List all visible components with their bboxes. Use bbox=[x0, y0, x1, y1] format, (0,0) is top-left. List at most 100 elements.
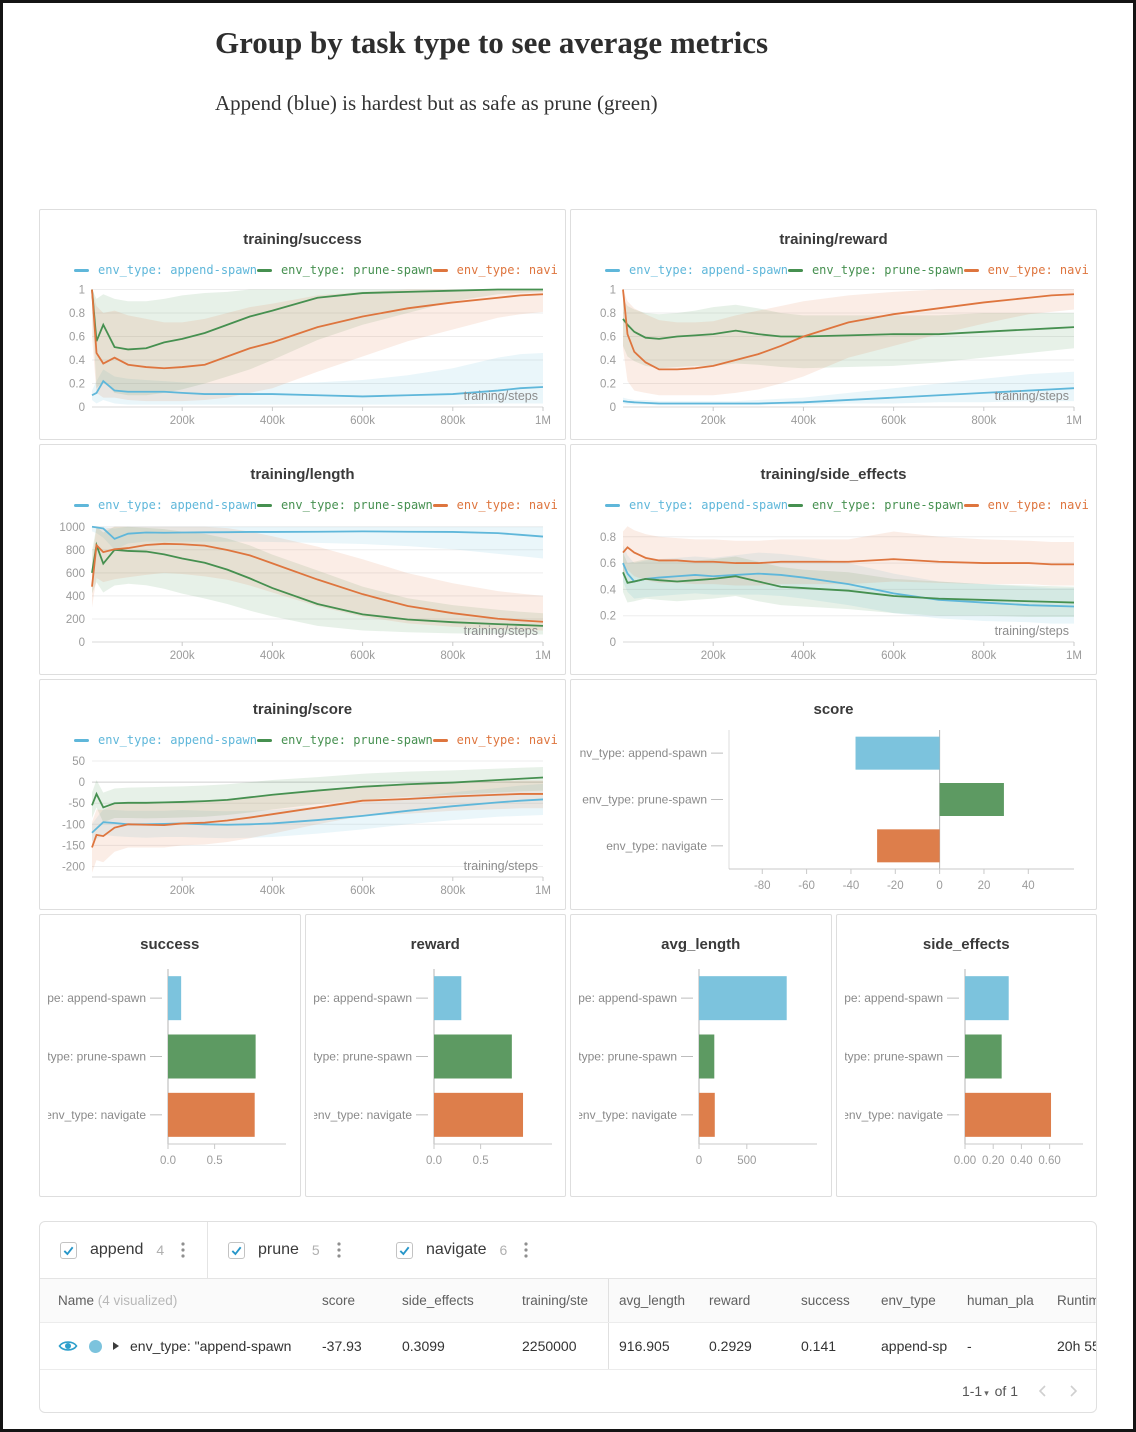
svg-text:600k: 600k bbox=[350, 650, 375, 662]
legend-item-0[interactable]: env_type: append-spawn bbox=[74, 498, 257, 512]
legend-dash-icon bbox=[432, 503, 448, 507]
col-header-avg-length[interactable]: avg_length bbox=[619, 1293, 686, 1308]
cell-runtime: 20h 55m bbox=[1057, 1338, 1096, 1354]
cell-success: 0.141 bbox=[801, 1338, 837, 1354]
kebab-menu-icon[interactable] bbox=[181, 1242, 185, 1258]
panel-training-length[interactable]: training/length env_type: append-spawn en… bbox=[39, 444, 566, 675]
col-header-name[interactable]: Name (4 visualized) bbox=[40, 1293, 308, 1308]
legend-item-1[interactable]: env_type: prune-spawn bbox=[787, 498, 964, 512]
svg-text:env_type: navigate: env_type: navigate bbox=[48, 1108, 146, 1122]
legend-label: env_type: prune-spawn bbox=[811, 263, 964, 277]
chart-svg: -80 -60 -40 -20 0 20 40 env_type: append-spawn e… bbox=[579, 730, 1074, 892]
header-right-group: avg_length reward success env_type human… bbox=[608, 1279, 1096, 1322]
svg-text:env_type: navigate: env_type: navigate bbox=[845, 1108, 943, 1122]
svg-text:0.6: 0.6 bbox=[600, 558, 616, 570]
chart-canvas: 0 200 400 600 800 1000 200k 400k 600k 800k 1M train… bbox=[48, 515, 557, 670]
legend-item-0[interactable]: env_type: append-spawn bbox=[74, 733, 257, 747]
svg-text:training/steps: training/steps bbox=[464, 859, 538, 873]
svg-text:1000: 1000 bbox=[59, 522, 85, 534]
legend-item-1[interactable]: env_type: prune-spawn bbox=[787, 263, 964, 277]
tab-append[interactable]: append 4 bbox=[40, 1222, 208, 1278]
panel-success-bar[interactable]: success 0.0 0.5 env_type: append-spawn env_… bbox=[39, 914, 301, 1197]
svg-text:800k: 800k bbox=[440, 415, 465, 427]
next-page-icon[interactable] bbox=[1069, 1384, 1078, 1398]
legend-label: env_type: append-spawn bbox=[629, 498, 788, 512]
svg-text:0.0: 0.0 bbox=[160, 1155, 176, 1167]
tab-prune[interactable]: prune 5 bbox=[208, 1222, 376, 1278]
legend-item-2[interactable]: env_type: navigate bbox=[432, 263, 557, 277]
svg-text:1M: 1M bbox=[1066, 650, 1082, 662]
chart-svg: 0 0.2 0.4 0.6 0.8 200k 400k 600k 800k 1M training/… bbox=[600, 526, 1082, 662]
svg-text:env_type: navigate: env_type: navigate bbox=[579, 1108, 677, 1122]
legend-item-2[interactable]: env_type: navigate bbox=[432, 733, 557, 747]
col-header-success[interactable]: success bbox=[801, 1293, 850, 1308]
svg-text:200: 200 bbox=[66, 614, 85, 626]
checkbox-append[interactable] bbox=[60, 1241, 77, 1259]
legend-item-2[interactable]: env_type: navigate bbox=[963, 263, 1088, 277]
chart-title: training/reward bbox=[779, 231, 888, 248]
chart-legend: env_type: append-spawn env_type: prune-sp… bbox=[48, 495, 557, 515]
svg-text:200k: 200k bbox=[170, 885, 195, 897]
svg-text:1: 1 bbox=[79, 285, 85, 297]
legend-item-0[interactable]: env_type: append-spawn bbox=[605, 498, 788, 512]
pagination-text[interactable]: 1-1 ▾ of 1 bbox=[962, 1383, 1018, 1399]
svg-text:env_type: prune-spawn: env_type: prune-spawn bbox=[845, 1050, 943, 1064]
pagination-dropdown-icon: ▾ bbox=[984, 1388, 989, 1398]
svg-text:0.5: 0.5 bbox=[472, 1155, 488, 1167]
panel-side-effects-bar[interactable]: side_effects 0.00 0.20 0.40 0.60 env_type: a… bbox=[835, 914, 1097, 1197]
legend-item-2[interactable]: env_type: navigate bbox=[432, 498, 557, 512]
legend-item-0[interactable]: env_type: append-spawn bbox=[74, 263, 257, 277]
chart-canvas: 0 500 env_type: append-spawn env_type: prun… bbox=[579, 957, 823, 1192]
svg-text:600k: 600k bbox=[350, 415, 375, 427]
col-header-reward[interactable]: reward bbox=[709, 1293, 751, 1308]
check-icon bbox=[399, 1246, 410, 1255]
chart-legend: env_type: append-spawn env_type: prune-sp… bbox=[48, 260, 557, 280]
expand-caret-icon[interactable] bbox=[113, 1342, 119, 1350]
col-header-env-type[interactable]: env_type bbox=[881, 1293, 936, 1308]
checkbox-prune[interactable] bbox=[228, 1241, 245, 1259]
svg-text:0.8: 0.8 bbox=[600, 532, 616, 544]
chart-title: training/length bbox=[250, 466, 355, 483]
run-set-tabs: append 4 prune 5 navigat bbox=[40, 1222, 1096, 1279]
svg-text:1: 1 bbox=[610, 285, 616, 297]
panel-training-reward[interactable]: training/reward env_type: append-spawn en… bbox=[570, 209, 1097, 440]
legend-dash-icon bbox=[432, 738, 448, 742]
svg-text:-200: -200 bbox=[62, 861, 85, 873]
run-color-dot[interactable] bbox=[89, 1339, 102, 1353]
panel-avg-length-bar[interactable]: avg_length 0 500 env_type: append-spawn env… bbox=[570, 914, 832, 1197]
panel-training-side-effects[interactable]: training/side_effects env_type: append-s… bbox=[570, 444, 1097, 675]
col-header-side-effects[interactable]: side_effects bbox=[402, 1293, 474, 1308]
table-row[interactable]: env_type: "append-spawn -37.93 0.3099 22… bbox=[40, 1323, 1096, 1370]
col-header-training-steps[interactable]: training/ste bbox=[522, 1293, 589, 1308]
run-name[interactable]: env_type: "append-spawn bbox=[130, 1338, 292, 1354]
legend-dash-icon bbox=[74, 738, 89, 742]
svg-text:20: 20 bbox=[978, 880, 991, 892]
panel-score-bar[interactable]: score -80 -60 -40 -20 0 20 40 env_type: append-… bbox=[570, 679, 1097, 910]
svg-text:0.5: 0.5 bbox=[207, 1155, 223, 1167]
panel-reward-bar[interactable]: reward 0.0 0.5 env_type: append-spawn env_t… bbox=[304, 914, 566, 1197]
prev-page-icon[interactable] bbox=[1038, 1384, 1047, 1398]
kebab-menu-icon[interactable] bbox=[337, 1242, 341, 1258]
legend-item-1[interactable]: env_type: prune-spawn bbox=[256, 733, 433, 747]
svg-text:0: 0 bbox=[79, 402, 85, 414]
legend-item-2[interactable]: env_type: navigate bbox=[963, 498, 1088, 512]
svg-text:env_type: prune-spawn: env_type: prune-spawn bbox=[579, 1050, 677, 1064]
legend-dash-icon bbox=[256, 503, 272, 507]
chart-legend: env_type: append-spawn env_type: prune-sp… bbox=[48, 730, 557, 750]
checkbox-navigate[interactable] bbox=[396, 1241, 413, 1259]
panel-training-score[interactable]: training/score env_type: append-spawn env… bbox=[39, 679, 566, 910]
legend-item-0[interactable]: env_type: append-spawn bbox=[605, 263, 788, 277]
chart-svg: 50 0 -50 -100 -150 -200 200k 400k 600k 800k 1M trai… bbox=[62, 756, 551, 897]
legend-item-1[interactable]: env_type: prune-spawn bbox=[256, 498, 433, 512]
col-header-runtime[interactable]: Runtime bbox=[1057, 1293, 1096, 1308]
svg-text:-60: -60 bbox=[798, 880, 815, 892]
chart-title: avg_length bbox=[661, 936, 741, 953]
col-header-human-pla[interactable]: human_pla bbox=[967, 1293, 1034, 1308]
tab-navigate[interactable]: navigate 6 bbox=[376, 1222, 544, 1278]
eye-icon[interactable] bbox=[58, 1338, 78, 1354]
panel-training-success[interactable]: training/success env_type: append-spawn e… bbox=[39, 209, 566, 440]
legend-item-1[interactable]: env_type: prune-spawn bbox=[256, 263, 433, 277]
chart-legend: env_type: append-spawn env_type: prune-sp… bbox=[579, 260, 1088, 280]
col-header-score[interactable]: score bbox=[322, 1293, 356, 1308]
kebab-menu-icon[interactable] bbox=[524, 1242, 528, 1258]
